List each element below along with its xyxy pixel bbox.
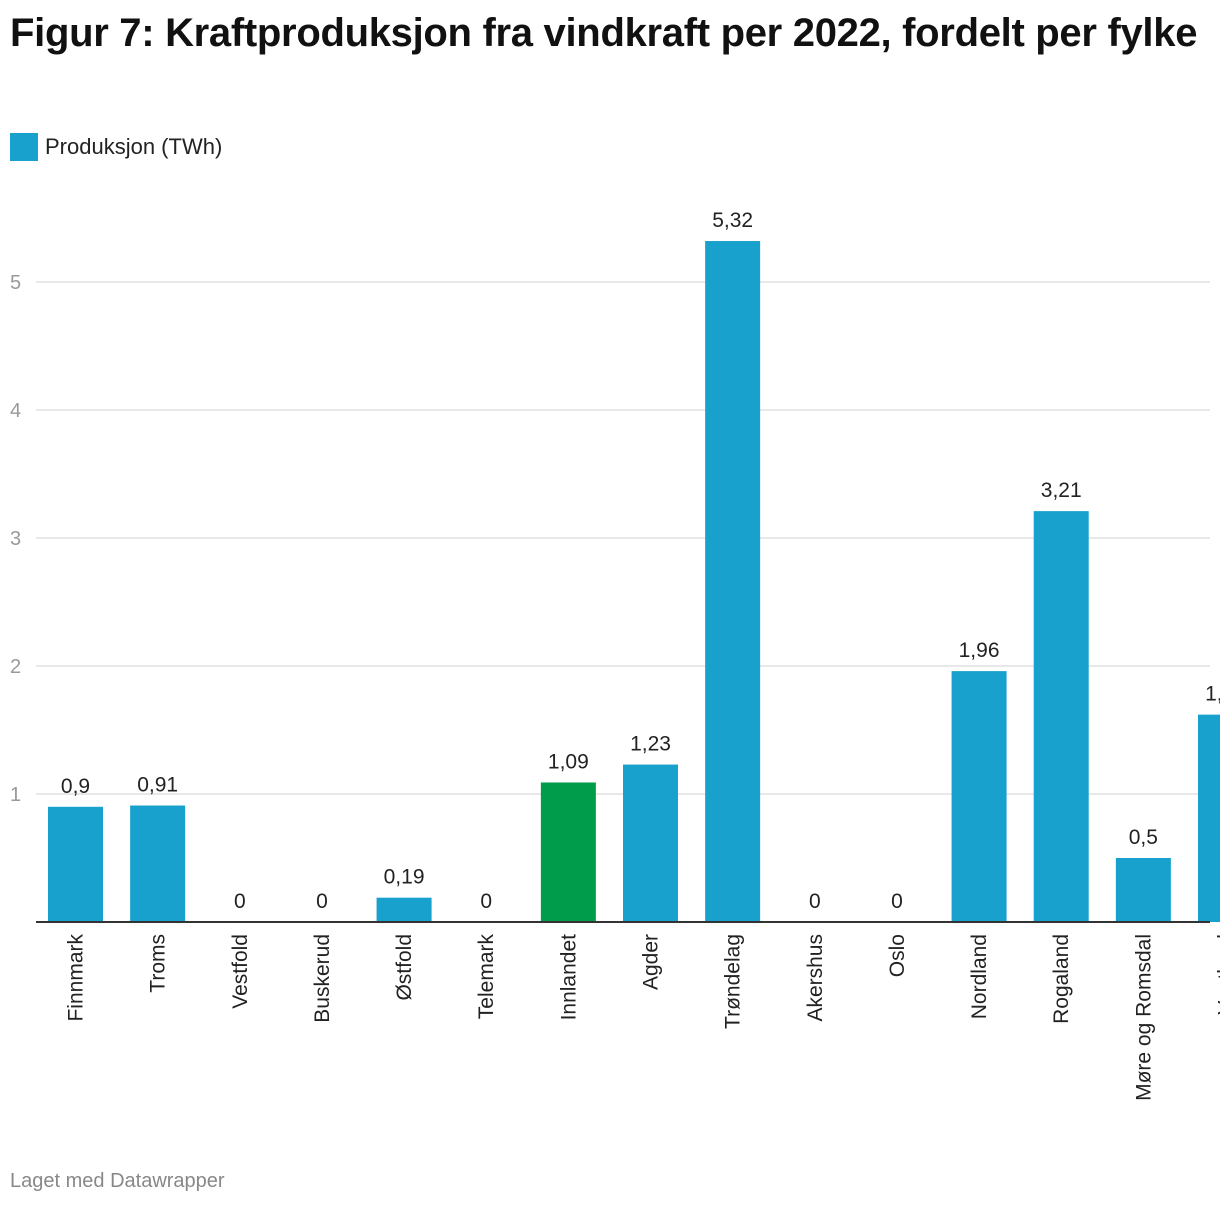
category-label-12: Rogaland — [1050, 934, 1073, 1024]
y-tick-label-2: 2 — [10, 656, 21, 678]
bar-1 — [130, 805, 186, 922]
category-labels: Finnmark Troms Vestfold Buskerud Østfold Tele… — [65, 934, 1220, 1101]
y-tick-label-1: 1 — [10, 784, 21, 806]
bar-4 — [376, 897, 432, 922]
category-label-6: Innlandet — [557, 934, 580, 1021]
value-label-4: 0,19 — [384, 866, 425, 889]
value-label-3: 0 — [316, 890, 328, 913]
bar-7 — [623, 764, 678, 922]
category-label-11: Nordland — [968, 934, 991, 1019]
gridlines — [36, 281, 1210, 795]
value-label-7: 1,23 — [630, 733, 671, 756]
bar-12 — [1033, 511, 1089, 922]
category-label-0: Finnmark — [65, 934, 88, 1022]
category-label-7: Agder — [640, 934, 663, 990]
category-label-1: Troms — [147, 934, 170, 993]
value-label-13: 0,5 — [1129, 826, 1158, 849]
value-label-8: 5,32 — [712, 209, 753, 232]
value-label-9: 0 — [809, 890, 821, 913]
legend-swatch — [10, 133, 38, 161]
bar-0 — [48, 806, 103, 922]
bars — [48, 241, 1220, 923]
value-label-2: 0 — [234, 890, 246, 913]
legend-label: Produksjon (TWh) — [45, 134, 223, 159]
value-label-6: 1,09 — [548, 750, 589, 773]
bar-14 — [1198, 714, 1220, 922]
value-label-11: 1,96 — [959, 639, 1000, 662]
bar-8 — [705, 241, 761, 923]
category-label-14: Vestland — [1215, 934, 1220, 1015]
value-label-12: 3,21 — [1041, 479, 1082, 502]
category-label-4: Østfold — [393, 934, 416, 1001]
category-label-5: Telemark — [475, 934, 498, 1020]
value-label-14: 1,62 — [1205, 683, 1220, 706]
category-label-10: Oslo — [886, 934, 909, 977]
footer-credit: Laget med Datawrapper — [10, 1170, 225, 1192]
bar-13 — [1115, 858, 1171, 922]
category-label-2: Vestfold — [229, 934, 252, 1009]
category-label-13: Møre og Romsdal — [1132, 934, 1155, 1101]
value-label-5: 0 — [480, 890, 492, 913]
y-axis-ticks: 1 2 3 4 5 — [10, 272, 21, 806]
legend: Produksjon (TWh) — [10, 132, 222, 162]
category-label-3: Buskerud — [311, 934, 334, 1023]
y-tick-label-5: 5 — [10, 272, 21, 294]
category-label-9: Akershus — [804, 934, 827, 1022]
value-labels: 0,9 0,91 0 0 0,19 0 1,09 1,23 5,32 0 0 1,96 3,21 0,5 1… — [61, 209, 1220, 913]
value-label-0: 0,9 — [61, 775, 90, 798]
bar-11 — [951, 671, 1007, 922]
chart-title: Figur 7: Kraftproduksjon fra vindkraft p… — [10, 11, 1198, 55]
y-tick-label-4: 4 — [10, 400, 21, 422]
y-tick-label-3: 3 — [10, 528, 21, 550]
category-label-8: Trøndelag — [722, 934, 745, 1029]
bar-6 — [540, 782, 596, 922]
value-label-1: 0,91 — [137, 774, 178, 797]
value-label-10: 0 — [891, 890, 903, 913]
